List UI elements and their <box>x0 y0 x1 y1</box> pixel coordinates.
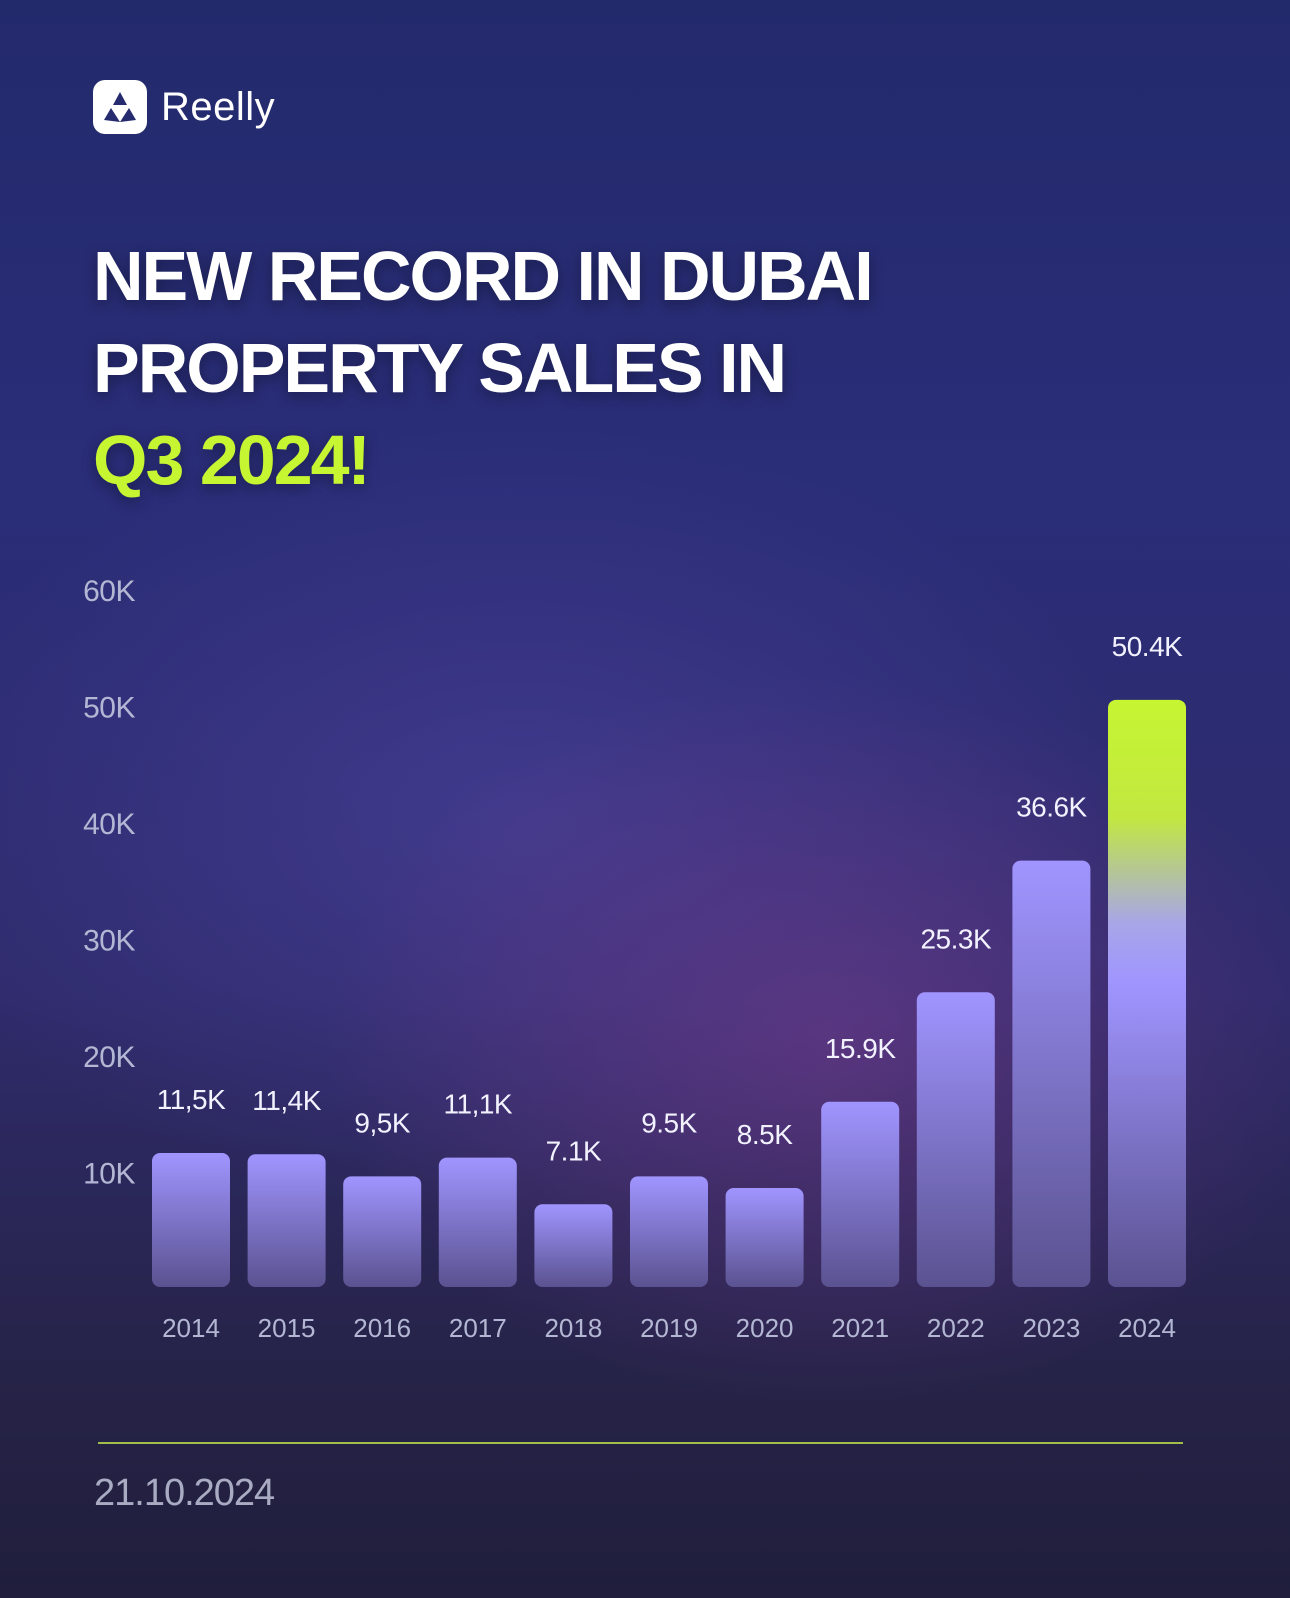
x-tick-label-2019: 2019 <box>640 1313 698 1343</box>
gridlines <box>158 587 1005 1055</box>
x-tick-label-2020: 2020 <box>736 1313 794 1343</box>
publish-date: 21.10.2024 <box>94 1472 275 1514</box>
page-title: NEW RECORD IN DUBAI PROPERTY SALES IN Q3… <box>93 230 874 506</box>
headline-line-2: PROPERTY SALES IN <box>93 329 787 407</box>
data-label-2019: 9.5K <box>641 1107 697 1138</box>
bar-2016 <box>343 1176 422 1287</box>
bar-2021 <box>821 1101 900 1287</box>
x-tick-label-2015: 2015 <box>258 1313 316 1343</box>
data-label-2021: 15.9K <box>825 1033 896 1064</box>
data-label-2014: 11,5K <box>157 1084 226 1115</box>
tri-petal-logo-icon <box>93 80 147 134</box>
data-label-2020: 8.5K <box>737 1119 793 1150</box>
bar-2023 <box>1012 860 1091 1287</box>
bar-2019 <box>630 1176 708 1287</box>
bar-2024 <box>1108 699 1186 1287</box>
bar-2015 <box>247 1154 326 1287</box>
y-axis-ticks: 60K 50K 40K 30K 20K 10K <box>83 575 136 1191</box>
x-tick-label-2017: 2017 <box>449 1313 507 1343</box>
brand-name: Reelly <box>161 84 276 129</box>
bars <box>152 699 1186 1287</box>
y-tick-label: 40K <box>83 808 135 841</box>
headline-line-1: NEW RECORD IN DUBAI <box>93 237 874 315</box>
y-tick-label: 50K <box>83 692 135 725</box>
data-label-2024: 50.4K <box>1112 631 1183 662</box>
x-tick-label-2022: 2022 <box>927 1313 985 1343</box>
data-label-2023: 36.6K <box>1016 792 1087 823</box>
bar-2020 <box>725 1187 804 1287</box>
x-tick-label-2018: 2018 <box>544 1313 602 1343</box>
x-axis-ticks: 2014 2015 2016 2017 2018 2019 2020 2021 2022 2023… <box>162 1313 1176 1343</box>
data-labels: 11,5K 11,4K 9,5K 11,1K 7.1K 9.5K 8.5K 15.9K 25.3… <box>157 631 1184 1166</box>
y-tick-label: 10K <box>83 1158 135 1191</box>
x-tick-label-2014: 2014 <box>162 1313 220 1343</box>
sales-bar-chart: 60K 50K 40K 30K 20K 10K 11,5K 11,4K 9,5K 11,1K 7.… <box>83 575 1186 1343</box>
bar-2017 <box>438 1157 517 1287</box>
bar-2014 <box>152 1153 230 1287</box>
headline-line-3: Q3 2024! <box>93 421 371 499</box>
data-label-2016: 9,5K <box>354 1107 410 1138</box>
y-tick-label: 20K <box>83 1041 135 1074</box>
data-label-2015: 11,4K <box>252 1085 321 1116</box>
footer-divider <box>98 1442 1183 1444</box>
data-label-2022: 25.3K <box>920 923 991 954</box>
y-tick-label: 60K <box>83 575 135 608</box>
x-tick-label-2023: 2023 <box>1022 1313 1080 1343</box>
bar-2018 <box>534 1204 613 1287</box>
brand-logo: Reelly <box>93 80 275 134</box>
y-tick-label: 30K <box>83 925 135 958</box>
data-label-2017: 11,1K <box>444 1089 513 1120</box>
x-tick-label-2016: 2016 <box>353 1313 411 1343</box>
bar-2022 <box>916 992 995 1287</box>
x-tick-label-2021: 2021 <box>831 1313 889 1343</box>
x-tick-label-2024: 2024 <box>1118 1313 1176 1343</box>
data-label-2018: 7.1K <box>546 1135 602 1166</box>
